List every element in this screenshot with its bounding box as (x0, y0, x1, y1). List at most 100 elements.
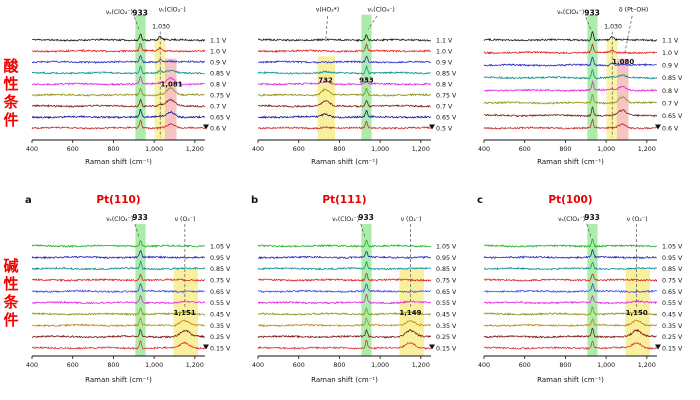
annotation-label: 933 (584, 213, 600, 222)
x-axis-title: Raman shift (cm⁻¹) (537, 376, 604, 384)
annotation-label: νₛ(ClO₄⁻) (332, 216, 359, 223)
raman-trace (258, 283, 431, 293)
x-tick-label: 800 (107, 146, 119, 153)
panel-alkaline-pt110: 1.05 V 0.95 V 0.85 V 0.75 V 0.65 V 0.55 V 0.45… (22, 188, 248, 400)
x-tick-label: 1,000 (145, 146, 163, 153)
voltage-label: 1.05 V (662, 244, 683, 251)
raman-trace (31, 340, 206, 351)
raman-trace (31, 283, 205, 294)
voltage-label: 1.1 V (436, 38, 453, 45)
raman-trace (257, 76, 432, 87)
voltage-label: 0.7 V (436, 104, 453, 111)
raman-trace (31, 76, 206, 87)
raman-trace (483, 238, 658, 248)
panel-letter: a (25, 195, 32, 206)
annotation-label: 1,080 (612, 58, 634, 66)
voltage-label: 0.35 V (436, 323, 457, 330)
panel-acidic-middle: 1.1 V 1.0 V 0.9 V 0.85 V 0.8 V 0.75 V 0.7 V 0.6… (248, 0, 474, 188)
annotation-label: ν (O₂⁻) (175, 216, 196, 223)
voltage-label: 1.1 V (662, 38, 679, 45)
acidic-conditions-label: 酸性条件 (0, 0, 22, 188)
annotation-line (586, 223, 592, 238)
panel-title: Pt(110) (96, 194, 140, 206)
scan-direction-arrow (655, 344, 661, 350)
highlight-band (317, 56, 335, 140)
voltage-label: 0.65 V (436, 289, 457, 296)
raman-trace (31, 119, 206, 130)
annotation-label: ν (O₂⁻) (401, 216, 422, 223)
highlight-band (361, 224, 372, 356)
x-tick-label: 400 (26, 146, 38, 153)
raman-trace (31, 65, 205, 75)
annotation-label: δ (Pt–OH) (619, 7, 648, 14)
x-tick-label: 400 (478, 146, 490, 153)
voltage-label: 0.45 V (436, 312, 457, 319)
x-axis-title: Raman shift (cm⁻¹) (537, 158, 604, 166)
panel-letter: b (251, 195, 258, 206)
alkaline-pt100-chart: 1.05 V 0.95 V 0.85 V 0.75 V 0.65 V 0.55 V 0.45… (477, 194, 683, 384)
raman-trace (257, 64, 431, 75)
voltage-label: 0.75 V (210, 278, 231, 285)
x-tick-label: 1,200 (186, 362, 204, 369)
voltage-label: 0.75 V (436, 93, 457, 100)
raman-trace (483, 249, 657, 260)
voltage-label: 1.05 V (210, 244, 231, 251)
x-axis-title: Raman shift (cm⁻¹) (311, 158, 378, 166)
annotation-line (360, 223, 366, 238)
scan-direction-arrow (203, 124, 209, 130)
raman-trace (483, 295, 658, 305)
voltage-label: 0.95 V (662, 255, 683, 262)
annotation-label: 933 (132, 8, 148, 17)
panel-acidic-right: 1.1 V 1.0 V 0.9 V 0.85 V 0.8 V 0.7 V 0.65 V 0.6… (474, 0, 700, 188)
annotation-label: 732 (318, 77, 333, 85)
raman-trace (31, 98, 206, 108)
voltage-label: 1.0 V (436, 49, 453, 56)
voltage-label: 0.15 V (210, 346, 231, 353)
voltage-label: 0.55 V (436, 300, 457, 307)
voltage-label: 0.75 V (662, 278, 683, 285)
voltage-label: 0.8 V (210, 82, 227, 89)
raman-trace (483, 94, 657, 105)
voltage-label: 1.0 V (662, 50, 679, 57)
raman-trace (483, 69, 658, 80)
raman-trace (257, 317, 432, 328)
x-tick-label: 1,200 (412, 146, 430, 153)
x-tick-label: 1,000 (371, 362, 389, 369)
raman-trace (31, 307, 206, 316)
annotation-line (134, 16, 140, 30)
raman-trace (257, 109, 431, 119)
panel-alkaline-pt111: 1.05 V 0.95 V 0.85 V 0.75 V 0.65 V 0.55 V 0.45… (248, 188, 474, 400)
voltage-label: 0.45 V (662, 312, 683, 319)
raman-trace (257, 34, 431, 43)
highlight-band (135, 14, 146, 141)
x-tick-label: 400 (478, 362, 490, 369)
voltage-label: 0.25 V (662, 334, 683, 341)
voltage-label: 0.85 V (210, 71, 231, 78)
annotation-label: 1,030 (152, 24, 170, 31)
raman-trace (483, 106, 658, 118)
annotation-label: νₛ(ClO₄⁻) (557, 9, 584, 16)
alkaline-row: 碱性条件 1.05 V 0.95 V 0.85 V 0.75 V 0.65 V 0.55 … (0, 188, 700, 400)
voltage-label: 0.95 V (210, 255, 231, 262)
raman-trace (483, 327, 657, 339)
raman-trace (483, 317, 658, 328)
panel-title: Pt(100) (548, 194, 592, 206)
voltage-label: 0.55 V (210, 300, 231, 307)
alkaline-pt110-chart: 1.05 V 0.95 V 0.85 V 0.75 V 0.65 V 0.55 V 0.45… (25, 194, 231, 384)
voltage-label: 0.6 V (662, 126, 679, 133)
x-tick-label: 600 (519, 146, 531, 153)
x-tick-label: 600 (67, 146, 79, 153)
voltage-label: 0.85 V (436, 266, 457, 273)
voltage-label: 0.9 V (662, 63, 679, 70)
annotation-line (624, 15, 633, 53)
raman-trace (257, 328, 432, 339)
voltage-label: 0.9 V (210, 60, 227, 67)
raman-trace (483, 273, 658, 283)
raman-trace (483, 283, 658, 294)
raman-trace (257, 88, 432, 97)
voltage-label: 0.55 V (662, 300, 683, 307)
voltage-label: 0.15 V (436, 346, 457, 353)
annotation-label: 933 (358, 213, 374, 222)
acidic-row: 酸性条件 1.1 V 1.0 V 0.9 V 0.85 V 0.8 V 0.75 V 0.7… (0, 0, 700, 188)
voltage-label: 0.7 V (662, 100, 679, 107)
